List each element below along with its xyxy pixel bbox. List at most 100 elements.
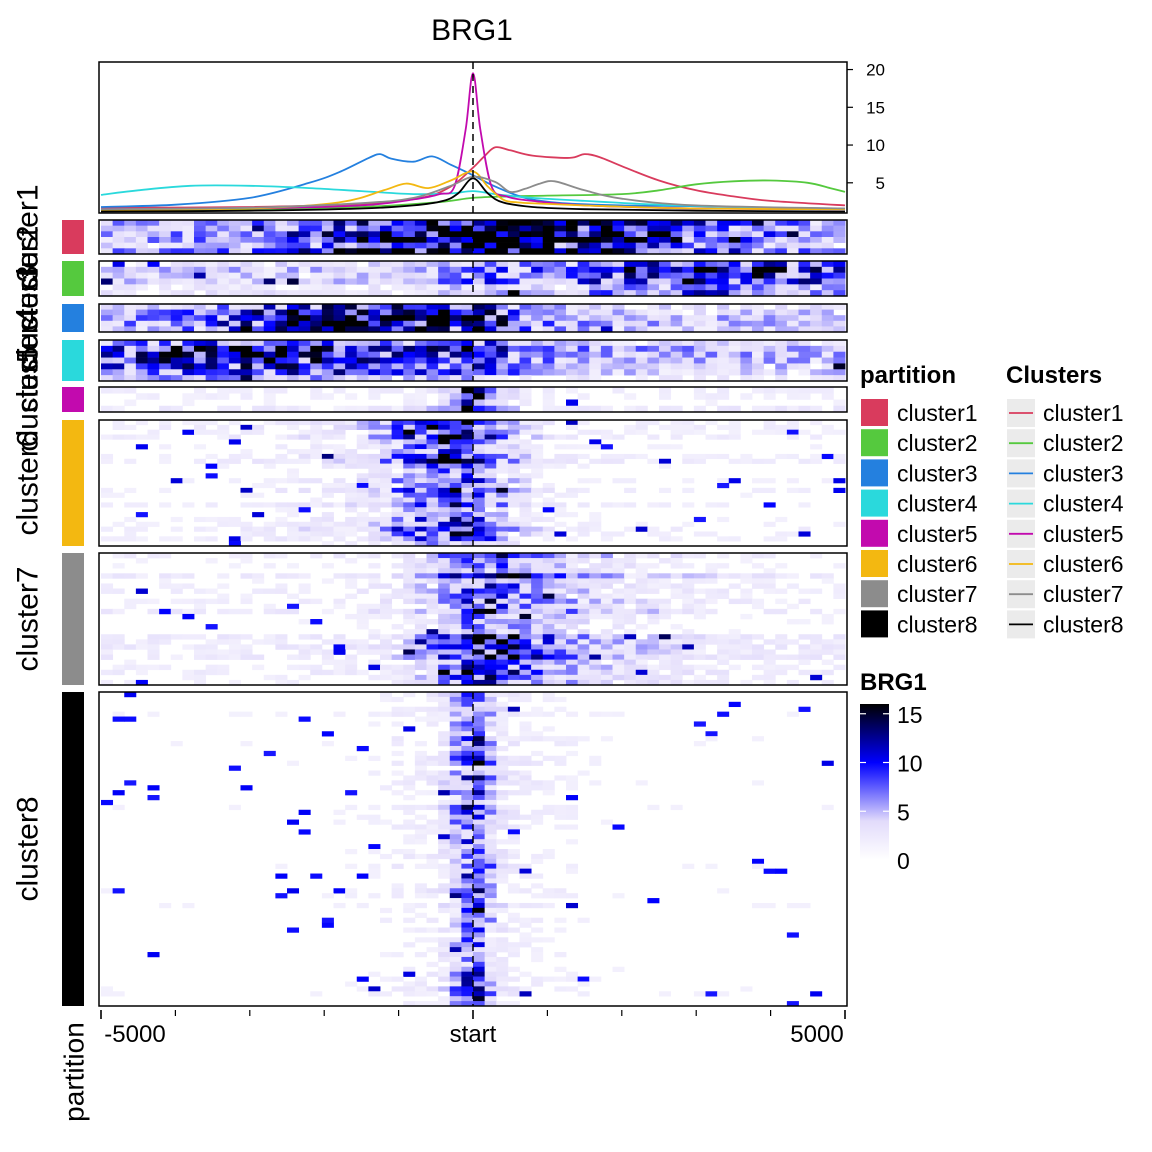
heatmap-cell — [461, 375, 474, 382]
heatmap-cell — [194, 644, 207, 650]
heatmap-cell — [740, 654, 753, 660]
heatmap-cell — [484, 420, 497, 426]
heatmap-cell — [403, 458, 416, 464]
heatmap-cell — [228, 654, 241, 660]
heatmap-cell — [775, 868, 788, 874]
heatmap-cell — [775, 309, 788, 316]
heatmap-cell — [566, 420, 579, 426]
heatmap-cell — [484, 858, 497, 865]
heatmap-cell — [752, 278, 765, 285]
heatmap-cell — [263, 278, 276, 285]
heatmap-cell — [356, 220, 369, 226]
heatmap-cell — [542, 785, 555, 791]
heatmap-cell — [228, 290, 241, 297]
heatmap-cell — [461, 357, 474, 364]
heatmap-cell — [600, 583, 613, 589]
heatmap-cell — [833, 521, 846, 527]
heatmap-cell — [484, 326, 497, 333]
heatmap-cell — [449, 986, 462, 992]
heatmap-cell — [298, 573, 311, 579]
heatmap-cell — [659, 536, 672, 542]
heatmap-cell — [287, 664, 300, 671]
heatmap-cell — [414, 363, 427, 370]
heatmap-cell — [484, 741, 497, 747]
heatmap-cell — [356, 502, 369, 508]
heatmap-cell — [426, 497, 439, 503]
heatmap-cell — [240, 644, 253, 650]
heatmap-cell — [380, 536, 393, 542]
heatmap-cell — [496, 639, 509, 645]
heatmap-cell — [740, 248, 753, 255]
heatmap-cell — [682, 634, 695, 640]
heatmap-cell — [391, 237, 404, 243]
heatmap-cell — [461, 996, 474, 1002]
heatmap-cell — [159, 320, 172, 327]
heatmap-cell — [821, 393, 834, 400]
heatmap-cell — [252, 237, 265, 243]
heatmap-cell — [635, 603, 648, 610]
heatmap-cell — [333, 304, 346, 310]
heatmap-cell — [426, 345, 439, 353]
heatmap-cell — [670, 608, 683, 615]
heatmap-cell — [554, 573, 567, 579]
heatmap-cell — [542, 588, 555, 594]
heatmap-cell — [635, 242, 648, 249]
heatmap-cell — [705, 588, 718, 594]
heatmap-cell — [775, 429, 788, 435]
heatmap-cell — [449, 225, 462, 232]
heatmap-cell — [438, 664, 451, 671]
heatmap-cell — [635, 231, 648, 238]
heatmap-cell — [438, 829, 451, 835]
heatmap-cell — [752, 351, 765, 358]
heatmap-cell — [124, 290, 137, 297]
heatmap-cell — [228, 644, 241, 650]
heatmap-cell — [426, 770, 439, 776]
heatmap-cell — [693, 261, 706, 268]
heatmap-cell — [461, 429, 474, 435]
heatmap-cell — [786, 478, 799, 484]
heatmap-cell — [414, 439, 427, 445]
heatmap-cell — [461, 674, 474, 681]
heatmap-cell — [356, 463, 369, 469]
heatmap-cell — [519, 278, 532, 285]
heatmap-cell — [566, 563, 579, 569]
heatmap-cell — [426, 487, 439, 493]
heatmap-cell — [647, 531, 660, 537]
heatmap-cell — [182, 502, 195, 508]
heatmap-cell — [682, 608, 695, 615]
heatmap-cell — [484, 795, 497, 801]
heatmap-cell — [589, 578, 602, 584]
heatmap-cell — [519, 326, 532, 333]
heatmap-cell — [775, 639, 788, 645]
heatmap-cell — [682, 487, 695, 493]
heatmap-cell — [287, 449, 300, 455]
heatmap-cell — [426, 483, 439, 489]
heatmap-cell — [438, 458, 451, 464]
heatmap-cell — [426, 696, 439, 703]
heatmap-cell — [519, 868, 532, 874]
heatmap-cell — [449, 893, 462, 899]
heatmap-cell — [438, 588, 451, 594]
heatmap-cell — [600, 711, 613, 717]
heatmap-cell — [612, 639, 625, 645]
heatmap-cell — [380, 785, 393, 791]
heatmap-cell — [775, 387, 788, 394]
heatmap-cell — [461, 849, 474, 855]
heatmap-cell — [496, 449, 509, 455]
heatmap-cell — [682, 266, 695, 273]
heatmap-cell — [368, 483, 381, 489]
heatmap-cell — [310, 278, 323, 285]
heatmap-cell — [414, 261, 427, 268]
heatmap-cell — [554, 502, 567, 508]
heatmap-cell — [600, 290, 613, 297]
heatmap-cell — [705, 261, 718, 268]
heatmap-cell — [717, 309, 730, 316]
heatmap-cell — [170, 272, 183, 279]
heatmap-cell — [659, 225, 672, 232]
heatmap-cell — [531, 976, 544, 982]
heatmap-cell — [368, 629, 381, 635]
heatmap-cell — [810, 278, 823, 285]
heatmap-cell — [531, 809, 544, 815]
heatmap-cell — [217, 237, 230, 243]
heatmap-cell — [484, 598, 497, 605]
